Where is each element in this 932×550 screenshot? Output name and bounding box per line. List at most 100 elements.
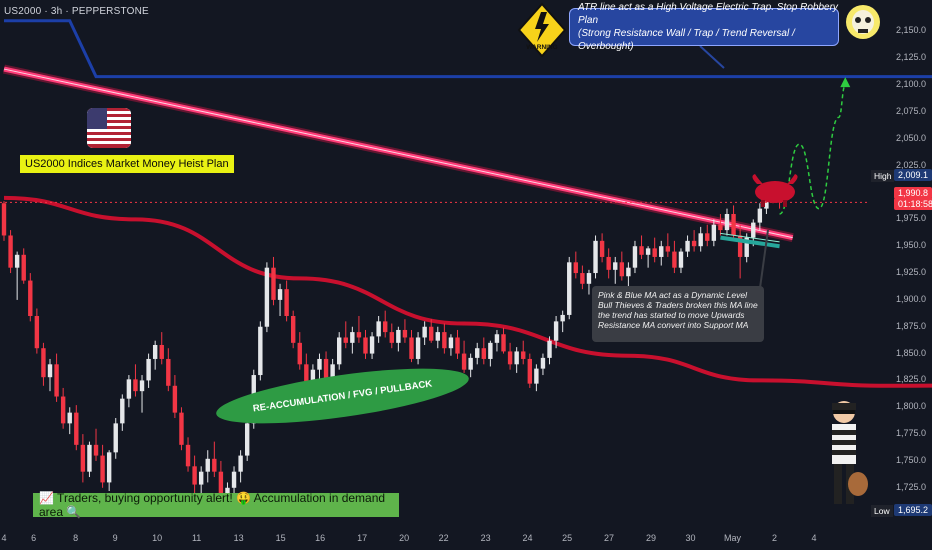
ma-note-line3: the trend has started to move Upwards	[598, 310, 745, 320]
candle-body	[396, 329, 401, 343]
red-ma-line	[3, 195, 932, 388]
candle-body	[678, 251, 684, 268]
candle-body	[442, 332, 447, 349]
candle-body	[540, 357, 546, 369]
high-tag: High	[871, 170, 895, 182]
candle-body	[356, 332, 362, 338]
price-axis[interactable]: 1,725.0 1,750.0 1,775.0 1,800.0 1,825.0 1,850…	[870, 0, 932, 520]
projection-path	[779, 84, 847, 215]
opportunity-banner: 📈 Traders, buying opportunity alert! 🤑 A…	[33, 491, 399, 519]
candle-body	[567, 262, 572, 315]
price-tick-label: 2,075.0	[895, 106, 926, 116]
candle-body	[126, 379, 132, 399]
date-tick-label: 20	[399, 533, 410, 543]
candle-body	[133, 379, 138, 392]
candle-body	[212, 458, 217, 472]
candle-body	[337, 337, 342, 365]
date-tick-label: May	[724, 533, 742, 543]
price-tick-label: 1,725.0	[895, 481, 926, 492]
us-flag-icon	[87, 108, 131, 148]
candle-body	[422, 326, 427, 338]
candle-body	[139, 380, 145, 392]
price-tick-label: 1,850.0	[895, 347, 926, 358]
candle-body	[501, 334, 506, 352]
candle-body	[514, 351, 519, 365]
price-tick-label: 2,050.0	[895, 132, 926, 143]
warning-text: WARNING	[526, 44, 557, 51]
candle-body	[8, 235, 13, 268]
candle-body	[593, 240, 598, 274]
candle-body	[547, 340, 552, 358]
candle-body	[54, 364, 59, 397]
date-tick-label: 17	[357, 533, 368, 543]
ma-note-line4: Resistance MA convert into Support MA	[598, 320, 749, 330]
candle-body	[297, 342, 302, 365]
last-price-badge: 1,990.8	[894, 187, 932, 199]
candle-body	[264, 267, 270, 327]
candle-body	[238, 455, 243, 472]
candle-body	[198, 471, 204, 485]
candle-body	[448, 337, 454, 349]
candle-body	[218, 471, 224, 496]
candle-body	[718, 224, 723, 231]
candle-body	[606, 256, 611, 270]
date-tick-label: 30	[685, 533, 696, 543]
candle-body	[166, 358, 171, 386]
candle-body	[383, 321, 388, 333]
candle-body	[685, 240, 690, 252]
candle-body	[67, 412, 72, 424]
candle-body	[258, 326, 263, 376]
date-tick-label: 24	[522, 533, 533, 543]
price-tick-label: 1,800.0	[895, 401, 926, 412]
price-tick-label: 1,950.0	[895, 240, 926, 251]
candle-body	[757, 208, 763, 223]
ma-note-line2: Bull Thieves & Traders broken this MA li…	[598, 300, 758, 310]
candle-body	[691, 240, 697, 247]
support-band	[720, 235, 780, 249]
price-tick-label: 1,825.0	[895, 374, 926, 385]
candle-body	[455, 337, 460, 354]
candle-body	[632, 246, 638, 268]
plan-title-label: US2000 Indices Market Money Heist Plan	[20, 155, 234, 173]
candle-body	[553, 321, 559, 341]
price-tick-label: 1,875.0	[895, 320, 926, 331]
date-tick-label: 6	[31, 533, 37, 543]
candle-body	[152, 344, 158, 359]
candle-body	[47, 364, 53, 378]
candle-body	[435, 332, 440, 341]
date-axis[interactable]: 4 6 8 9 10 11 13 15 16 17 20 22 23 24 25 27 29 30 May 2 4	[0, 528, 870, 550]
low-tag: Low	[871, 505, 893, 517]
candle-body	[93, 444, 99, 456]
candle-body	[21, 254, 26, 281]
candle-body	[527, 358, 533, 384]
support-band-edge	[720, 232, 780, 243]
price-tick-label: 2,150.0	[895, 25, 926, 36]
candle-body	[488, 342, 493, 359]
bar-timer-badge: 01:18:58	[894, 198, 932, 210]
candle-body	[468, 357, 473, 370]
candle-body	[192, 466, 197, 485]
pink-ma-highlight	[3, 68, 793, 239]
candle-body	[711, 224, 717, 241]
candle-body	[731, 214, 736, 236]
candle-body	[363, 337, 368, 354]
candle-body	[185, 444, 191, 467]
date-tick-label: 22	[438, 533, 449, 543]
bull-icon	[752, 174, 798, 207]
candle-body	[290, 316, 296, 343]
date-tick-label: 10	[152, 533, 163, 543]
candle-body	[244, 423, 250, 456]
price-tick-label: 2,100.0	[895, 79, 926, 90]
candle-body	[271, 267, 276, 300]
candle-body	[350, 332, 355, 343]
low-price-badge: 1,695.2	[894, 504, 932, 516]
candle-body	[80, 444, 86, 472]
price-tick-label: 2,125.0	[895, 52, 926, 63]
date-tick-label: 11	[191, 533, 202, 543]
candle-body	[659, 246, 664, 257]
candle-body	[619, 262, 625, 277]
candle-body	[481, 348, 486, 359]
candle-body	[672, 251, 677, 268]
ma-note-line1: Pink & Blue MA act as a Dynamic Level	[598, 290, 747, 300]
